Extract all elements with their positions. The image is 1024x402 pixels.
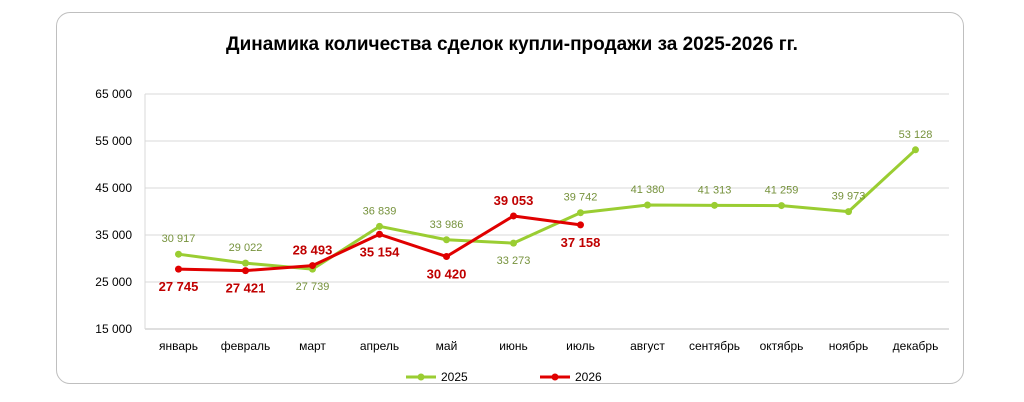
data-point-2025 (510, 239, 517, 247)
x-tick-label: март (299, 339, 326, 353)
data-label-2026: 27 745 (159, 279, 199, 294)
legend-label-2026: 2026 (575, 370, 602, 384)
data-point-2026 (175, 265, 182, 273)
data-point-2025 (443, 236, 450, 244)
x-tick-label: май (436, 339, 458, 353)
legend-marker-2025 (417, 373, 425, 381)
x-tick-label: сентябрь (689, 339, 740, 353)
x-tick-label: январь (159, 339, 198, 353)
y-tick-label: 25 000 (95, 275, 132, 289)
data-label-2025: 27 739 (296, 281, 330, 293)
data-label-2026: 27 421 (226, 281, 266, 296)
series-line-2025 (178, 148, 917, 271)
data-point-2025 (242, 259, 249, 267)
x-tick-label: июнь (499, 339, 528, 353)
y-tick-label: 45 000 (95, 181, 132, 195)
data-label-2026: 39 053 (494, 193, 534, 208)
data-point-2026 (510, 212, 517, 220)
data-label-2025: 33 986 (430, 219, 464, 231)
data-point-2025 (577, 209, 584, 217)
x-tick-label: август (630, 339, 665, 353)
x-tick-label: ноябрь (829, 339, 869, 353)
y-tick-label: 35 000 (95, 228, 132, 242)
x-tick-label: декабрь (893, 339, 939, 353)
data-point-2026 (443, 253, 450, 261)
data-point-2025 (175, 250, 182, 258)
data-label-2025: 41 380 (631, 184, 665, 196)
y-tick-label: 55 000 (95, 134, 132, 148)
data-label-2025: 29 022 (229, 242, 263, 254)
data-label-2025: 53 128 (899, 129, 933, 141)
data-label-2025: 30 917 (162, 233, 196, 245)
chart-title: Динамика количества сделок купли-продажи… (226, 34, 798, 55)
data-label-2025: 36 839 (363, 205, 397, 217)
data-point-2026 (309, 262, 316, 270)
x-tick-label: февраль (221, 339, 271, 353)
data-point-2025 (376, 222, 383, 230)
x-tick-label: октябрь (760, 339, 804, 353)
data-label-2025: 41 259 (765, 185, 799, 197)
data-point-2025 (912, 146, 919, 154)
data-point-2025 (778, 202, 785, 210)
data-point-2025 (711, 201, 718, 209)
data-label-2026: 28 493 (293, 243, 333, 258)
chart-frame (56, 12, 964, 384)
x-tick-label: апрель (360, 339, 399, 353)
data-point-2026 (242, 267, 249, 275)
x-tick-label: июль (566, 339, 595, 353)
legend-label-2025: 2025 (441, 370, 468, 384)
data-label-2025: 39 742 (564, 192, 598, 204)
data-point-2026 (577, 221, 584, 229)
data-label-2026: 30 420 (427, 267, 467, 282)
data-label-2025: 41 313 (698, 184, 732, 196)
data-point-2025 (845, 208, 852, 216)
legend-marker-2026 (551, 373, 559, 381)
data-label-2026: 35 154 (360, 244, 401, 259)
data-label-2025: 39 973 (832, 191, 866, 203)
data-point-2025 (644, 201, 651, 209)
y-tick-label: 15 000 (95, 322, 132, 336)
data-point-2026 (376, 230, 383, 238)
data-label-2025: 33 273 (497, 255, 531, 267)
y-tick-label: 65 000 (95, 87, 132, 101)
data-label-2026: 37 158 (561, 235, 601, 250)
